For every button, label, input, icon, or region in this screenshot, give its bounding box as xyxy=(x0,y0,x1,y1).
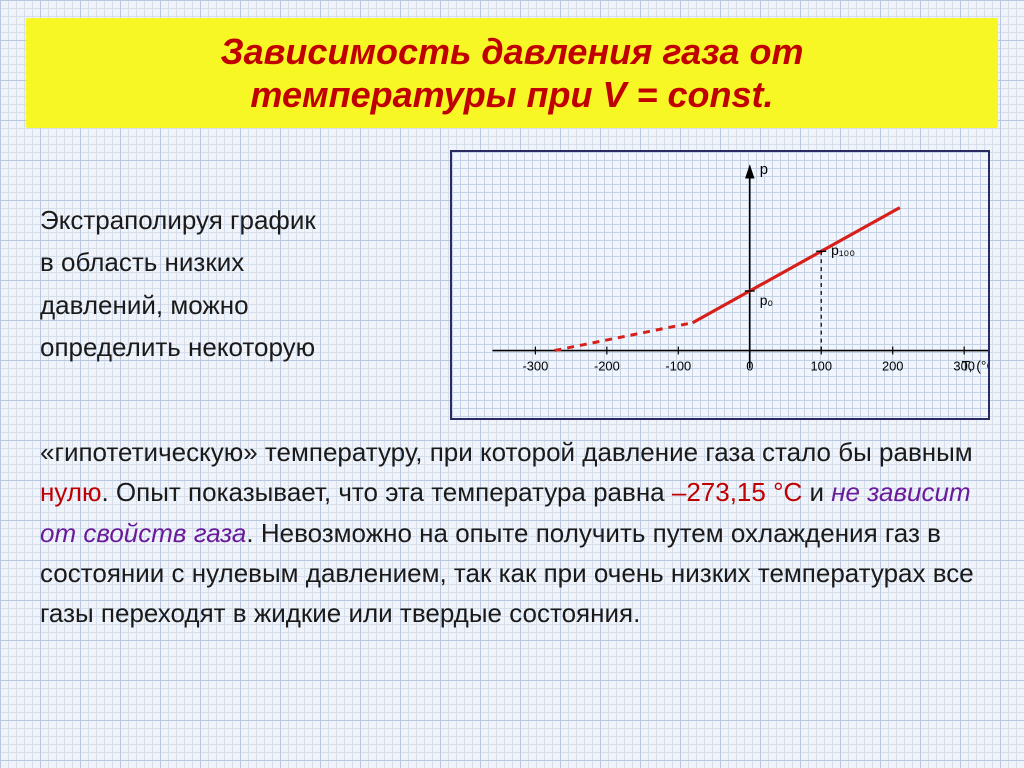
title-line2-after: = const. xyxy=(627,74,774,115)
slide-root: Зависимость давления газа от температуры… xyxy=(0,0,1024,768)
highlight-red: –273,15 °С xyxy=(672,477,802,507)
intro-text-line: в область низких xyxy=(40,242,420,282)
intro-text-block: Экстраполируя графикв область низкихдавл… xyxy=(40,200,420,369)
title-band: Зависимость давления газа от температуры… xyxy=(26,18,998,128)
p100-label: p₁₀₀ xyxy=(831,242,855,258)
x-tick-label: 100 xyxy=(810,358,832,373)
body-text-span: и xyxy=(802,477,831,507)
highlight-red: нулю xyxy=(40,477,101,507)
pressure-vs-temperature-chart: -300-200-1000100200300T, (°C)pp₀p₁₀₀ xyxy=(452,152,988,420)
pressure-line xyxy=(693,208,900,323)
x-tick-label: 0 xyxy=(746,358,753,373)
intro-text-line: Экстраполируя график xyxy=(40,200,420,240)
intro-text-line: давлений, можно xyxy=(40,285,420,325)
x-axis-label: T, (°C) xyxy=(962,357,988,373)
x-tick-label: 200 xyxy=(882,358,904,373)
p0-label: p₀ xyxy=(760,292,773,308)
extrapolated-line xyxy=(555,323,693,351)
y-axis-label: p xyxy=(760,162,768,178)
chart-container: -300-200-1000100200300T, (°C)pp₀p₁₀₀ xyxy=(450,150,990,420)
title-line1: Зависимость давления газа от xyxy=(221,31,804,72)
x-tick-label: -200 xyxy=(594,358,620,373)
x-tick-label: -100 xyxy=(665,358,691,373)
intro-text-line: определить некоторую xyxy=(40,327,420,367)
title-text: Зависимость давления газа от температуры… xyxy=(221,30,804,116)
title-line2-before: температуры при xyxy=(250,74,602,115)
title-line2-var: V xyxy=(602,74,626,115)
body-text-span: . Опыт показывает, что эта температура р… xyxy=(101,477,671,507)
body-text-block: «гипотетическую» температуру, при которо… xyxy=(40,432,984,633)
x-tick-label: -300 xyxy=(522,358,548,373)
body-text-span: «гипотетическую» температуру, при которо… xyxy=(40,437,973,467)
